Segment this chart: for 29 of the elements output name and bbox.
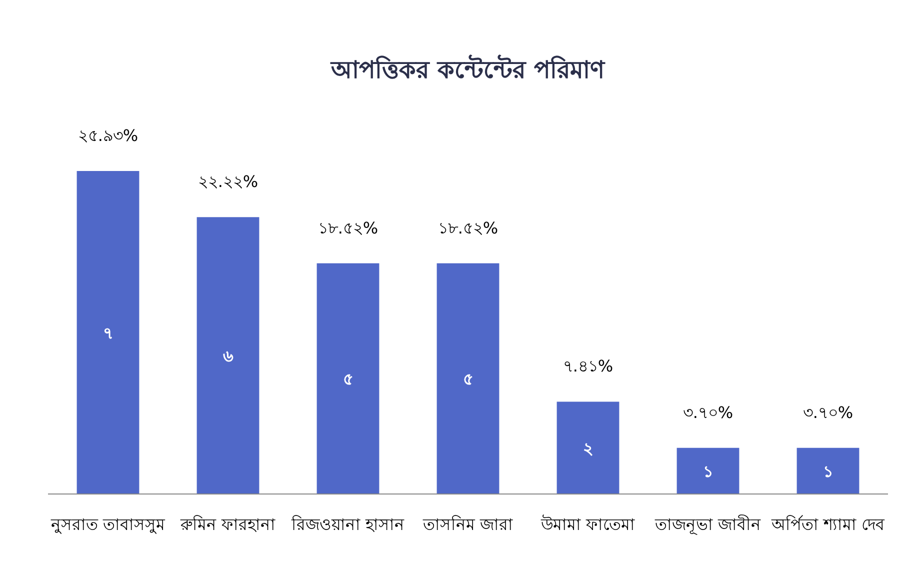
- x-tick-label: উমামা ফাতেমা: [540, 515, 636, 534]
- bar: [796, 448, 860, 494]
- data-label: ৫: [463, 370, 473, 389]
- data-label: ৬: [223, 346, 234, 366]
- data-label: ২: [583, 438, 593, 458]
- bar: [436, 263, 500, 494]
- annotation: ৩.৭০%: [682, 402, 734, 422]
- annotation: ১৮.৫২%: [438, 218, 498, 238]
- x-tick-label: রিজওয়ানা হাসান: [290, 515, 405, 534]
- data-label: ৫: [343, 370, 353, 389]
- bar: [76, 171, 140, 494]
- annotation: ২২.২২%: [198, 172, 258, 192]
- data-label: ১: [823, 462, 833, 481]
- annotation: ২৫.৯৩%: [78, 126, 138, 145]
- chart-title: আপত্তিকর কন্টেন্টের পরিমাণ: [330, 54, 606, 84]
- bar: [196, 217, 260, 494]
- bar: [316, 263, 380, 494]
- bar: [556, 402, 620, 494]
- data-label: ৭: [103, 324, 113, 342]
- bar: [676, 448, 740, 494]
- annotation: ৩.৭০%: [802, 402, 854, 422]
- x-tick-label: তাজনূভা জাবীন: [654, 515, 762, 535]
- x-tick-label: রুমিন ফারহানা: [179, 515, 276, 534]
- annotation: ১৮.৫২%: [318, 218, 378, 238]
- x-tick-label: তাসনিম জারা: [422, 515, 514, 534]
- x-tick-label: অর্পিতা শ্যামা দেব: [770, 515, 886, 534]
- annotation: ৭.৪১%: [562, 356, 614, 376]
- data-label: ১: [703, 462, 713, 481]
- x-tick-label: নুসরাত তাবাসসুম: [50, 515, 166, 534]
